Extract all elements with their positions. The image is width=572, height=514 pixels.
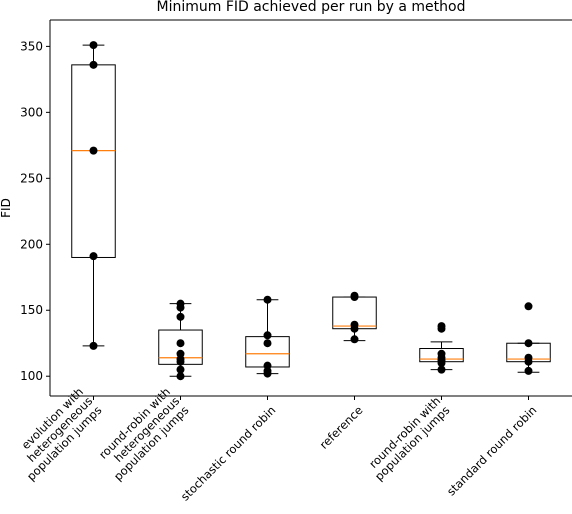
data-point — [524, 339, 533, 348]
x-tick-label-line: reference — [317, 403, 366, 452]
data-point — [89, 41, 98, 50]
data-point — [176, 365, 185, 374]
data-point — [437, 359, 446, 368]
data-point — [89, 252, 98, 261]
y-tick-label: 100 — [20, 369, 43, 383]
y-tick-label: 150 — [20, 303, 43, 317]
data-point — [350, 324, 359, 333]
data-point — [437, 365, 446, 374]
data-point — [89, 146, 98, 155]
data-point — [350, 335, 359, 344]
y-tick-label: 250 — [20, 171, 43, 185]
data-point — [176, 339, 185, 348]
x-tick-label: reference — [317, 403, 366, 452]
y-tick-label: 300 — [20, 105, 43, 119]
x-tick-label: evolution withheterogeneouspopulation ju… — [6, 385, 105, 484]
box — [71, 64, 116, 258]
data-point — [524, 366, 533, 375]
x-tick-label: stochastic round robin — [178, 403, 279, 504]
data-point — [263, 339, 272, 348]
data-point — [176, 372, 185, 381]
data-point — [176, 357, 185, 366]
data-point — [89, 341, 98, 350]
x-tick-label: round-robin withpopulation jumps — [363, 394, 453, 484]
data-point — [524, 302, 533, 311]
x-tick-label: round-robin withheterogeneouspopulation … — [93, 385, 192, 484]
data-point — [263, 295, 272, 304]
plot-area: 100 150 200 250 300 350 evolution withheteroge… — [6, 19, 572, 504]
chart-title: Minimum FID achieved per run by a method — [156, 0, 465, 15]
data-point — [350, 293, 359, 302]
y-tick-label: 200 — [20, 237, 43, 251]
data-point — [176, 312, 185, 321]
x-tick-label: standard round robin — [444, 403, 539, 498]
data-point — [437, 324, 446, 333]
data-point — [176, 303, 185, 312]
x-tick-label-line: standard round robin — [444, 403, 539, 498]
data-point — [89, 60, 98, 69]
data-point — [524, 357, 533, 366]
data-point — [263, 369, 272, 378]
y-tick-label: 350 — [20, 39, 43, 53]
x-tick-label-line: stochastic round robin — [178, 403, 279, 504]
data-point — [263, 331, 272, 340]
y-axis-label: FID — [0, 198, 13, 218]
